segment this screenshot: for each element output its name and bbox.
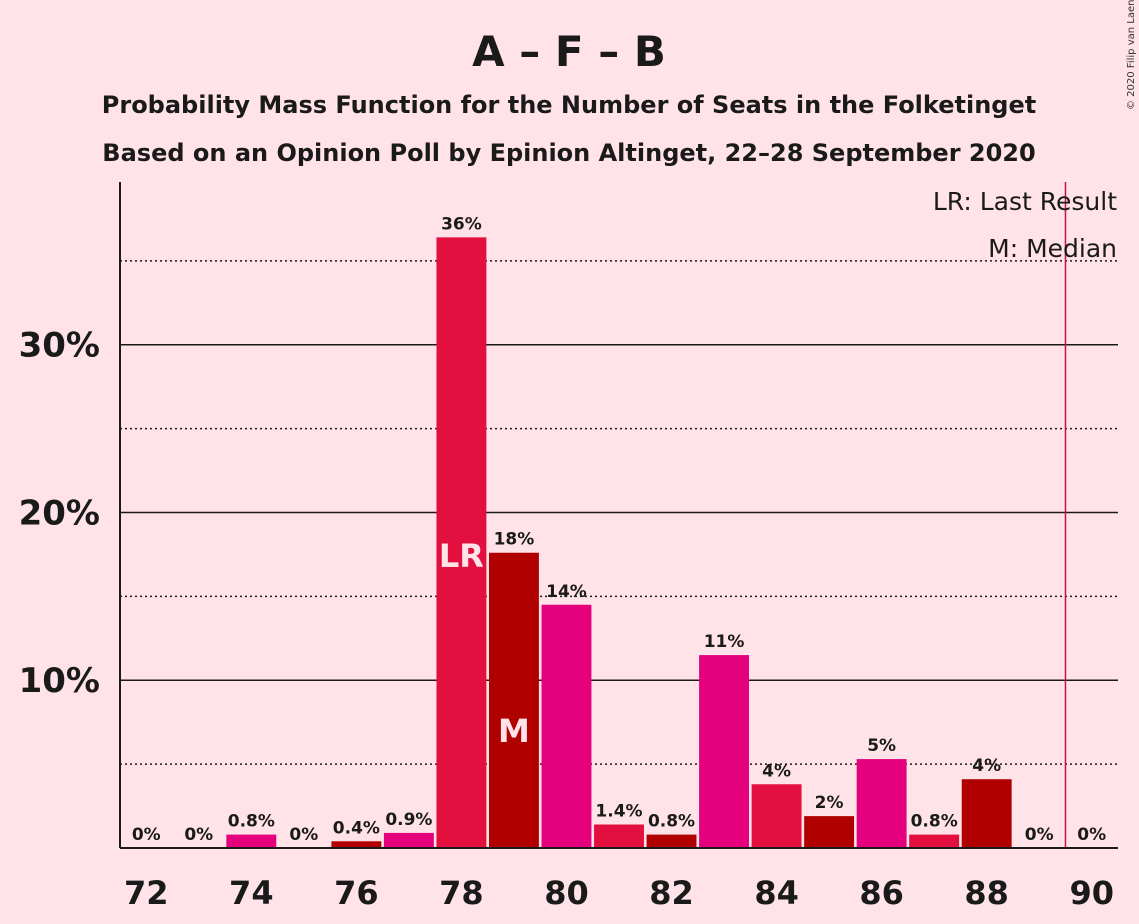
bar-label: 14% [546,582,587,602]
bar-label: 0% [289,825,318,845]
bar-seat-76 [331,841,382,848]
bar-label: 4% [762,761,791,781]
bar-seat-87 [909,834,960,848]
bar-seat-77 [383,832,434,848]
bar-seat-84 [751,784,802,848]
x-tick-labels: 72 74 76 78 80 82 84 86 88 90 [124,874,1114,912]
bar-seat-80 [541,604,592,848]
x-tick-label: 72 [124,874,169,912]
bar-seat-83 [699,655,750,848]
median-marker: M [498,712,530,750]
bar-label: 0.8% [648,812,695,832]
bar-seat-79 [488,552,539,848]
y-tick-label: 30% [19,326,100,366]
y-tick-labels: 10% 20% 30% [19,326,100,702]
copyright-note: © 2020 Filip van Laenen [1126,0,1137,110]
chart-title: A – F – B [472,27,666,76]
bar-label: 11% [704,632,745,652]
legend-last-result: LR: Last Result [933,187,1117,216]
bar-label: 18% [494,530,535,550]
bar-seat-74 [226,834,277,848]
bar-label: 1.4% [595,802,642,822]
bar-label: 0% [184,825,213,845]
bar-seat-88 [961,779,1012,848]
bar-labels: 0% 0% 0.8% 0% 0.4% 0.9% 36% 18% 14% 1.4% 0.8% 11% 4%… [132,214,1106,845]
bar-markers: LR M [439,537,530,750]
bar-label: 0% [132,825,161,845]
x-tick-label: 86 [859,874,904,912]
x-tick-label: 80 [544,874,589,912]
x-tick-label: 84 [754,874,799,912]
bar-label: 0% [1025,825,1054,845]
chart-subtitle-1: Probability Mass Function for the Number… [102,91,1036,119]
chart-subtitle-2: Based on an Opinion Poll by Epinion Alti… [102,139,1035,167]
y-tick-label: 10% [19,661,100,701]
bar-seat-78 [436,237,487,848]
bar-label: 0.8% [911,812,958,832]
bar-label: 5% [867,736,896,756]
bar-label: 0.4% [333,818,380,838]
x-tick-label: 88 [964,874,1009,912]
bar-label: 0.8% [228,812,275,832]
x-tick-label: 82 [649,874,694,912]
bar-seat-85 [804,816,855,848]
gridlines [120,260,1118,765]
bar-seat-81 [594,824,644,848]
y-tick-label: 20% [19,493,100,533]
axes [119,182,1118,849]
bar-label: 4% [972,756,1001,776]
bar-label: 36% [441,214,482,234]
x-tick-label: 76 [334,874,379,912]
bar-label: 0.9% [385,810,432,830]
bar-label: 2% [815,793,844,813]
bar-label: 0% [1077,825,1106,845]
bar-seat-86 [856,759,907,848]
last-result-marker: LR [439,537,484,575]
bar-seat-82 [646,834,697,848]
x-tick-label: 90 [1069,874,1114,912]
legend-median: M: Median [988,234,1117,263]
bars [226,237,1012,848]
x-tick-label: 74 [229,874,274,912]
x-tick-label: 78 [439,874,484,912]
